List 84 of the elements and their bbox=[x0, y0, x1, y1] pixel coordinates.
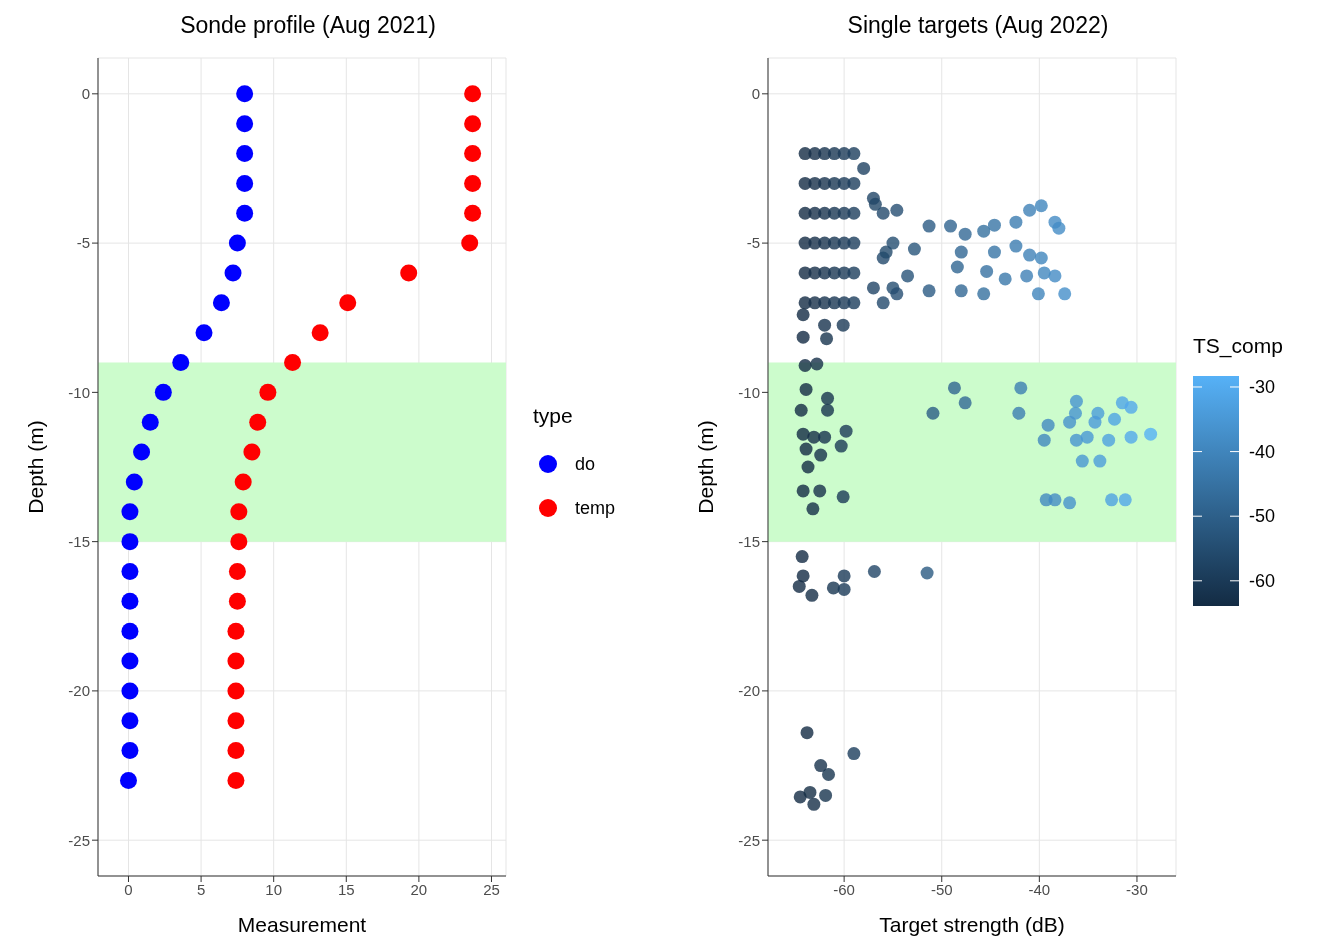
x-tick-label: 0 bbox=[124, 880, 133, 898]
point bbox=[230, 533, 248, 551]
x-tick-label: -60 bbox=[833, 880, 855, 898]
point bbox=[228, 592, 246, 610]
point bbox=[230, 503, 248, 521]
y-tick-label: 0 bbox=[81, 85, 90, 103]
x-tick-label: 10 bbox=[265, 880, 283, 898]
point bbox=[119, 771, 137, 789]
point bbox=[236, 145, 254, 163]
point bbox=[236, 174, 254, 192]
point bbox=[339, 294, 357, 312]
color-bar-label: -60 bbox=[1249, 570, 1276, 591]
point bbox=[311, 324, 329, 342]
point bbox=[227, 742, 245, 760]
point bbox=[121, 562, 139, 580]
point bbox=[234, 473, 252, 491]
legend-label: do bbox=[575, 453, 596, 475]
y-tick-label: -25 bbox=[738, 831, 760, 849]
x-tick-label: 5 bbox=[196, 880, 206, 898]
point bbox=[121, 742, 139, 760]
point bbox=[236, 204, 254, 222]
point bbox=[121, 533, 139, 551]
point bbox=[464, 145, 482, 163]
y-tick-label: -5 bbox=[746, 234, 760, 252]
point bbox=[236, 85, 254, 103]
point bbox=[133, 443, 151, 461]
point bbox=[121, 682, 139, 700]
point bbox=[464, 174, 482, 192]
x-tick-label: -50 bbox=[930, 880, 953, 898]
x-axis-title: Measurement bbox=[237, 913, 367, 936]
point bbox=[227, 622, 245, 640]
point bbox=[464, 85, 482, 103]
point bbox=[243, 443, 261, 461]
point bbox=[284, 354, 302, 372]
color-bar-label: -50 bbox=[1249, 506, 1276, 527]
y-axis-title: Depth (m) bbox=[694, 420, 718, 514]
point bbox=[121, 622, 139, 640]
legend-title: type bbox=[533, 404, 574, 428]
x-tick-label: 20 bbox=[410, 880, 428, 898]
y-tick-label: -20 bbox=[738, 682, 760, 700]
y-tick-label: -10 bbox=[738, 383, 760, 401]
point bbox=[195, 324, 213, 342]
point bbox=[227, 771, 245, 789]
chart-title: Single targets (Aug 2022) bbox=[847, 12, 1109, 38]
point bbox=[228, 234, 246, 252]
point bbox=[154, 383, 172, 401]
color-bar-label: -40 bbox=[1249, 441, 1276, 462]
point bbox=[121, 712, 139, 730]
point bbox=[400, 264, 418, 282]
color-bar-title: TS_comp bbox=[1193, 334, 1284, 360]
y-tick-label: -25 bbox=[68, 831, 90, 849]
color-bar-label: -30 bbox=[1249, 376, 1276, 397]
x-axis-title: Target strength (dB) bbox=[879, 913, 1065, 936]
point bbox=[461, 234, 479, 252]
y-tick-label: -5 bbox=[76, 234, 90, 252]
legend-label: temp bbox=[575, 497, 616, 519]
point bbox=[141, 413, 159, 431]
chart-title: Sonde profile (Aug 2021) bbox=[180, 12, 436, 38]
point bbox=[249, 413, 267, 431]
point bbox=[227, 682, 245, 700]
point bbox=[228, 562, 246, 580]
y-tick-label: -10 bbox=[68, 383, 90, 401]
point bbox=[227, 712, 245, 730]
point bbox=[259, 383, 277, 401]
x-tick-label: 25 bbox=[483, 880, 500, 898]
point bbox=[121, 503, 139, 521]
point bbox=[236, 115, 254, 133]
y-tick-label: -20 bbox=[68, 682, 90, 700]
y-axis-title: Depth (m) bbox=[24, 420, 48, 514]
point bbox=[227, 652, 245, 670]
y-tick-label: -15 bbox=[738, 532, 760, 550]
y-tick-label: 0 bbox=[751, 85, 760, 103]
point bbox=[172, 354, 190, 372]
point bbox=[212, 294, 230, 312]
x-tick-label: -30 bbox=[1126, 880, 1148, 898]
point bbox=[121, 652, 139, 670]
x-tick-label: 15 bbox=[337, 880, 355, 898]
point bbox=[224, 264, 242, 282]
point bbox=[464, 115, 482, 133]
point bbox=[121, 592, 139, 610]
point bbox=[464, 204, 482, 222]
y-tick-label: -15 bbox=[68, 532, 90, 550]
point bbox=[125, 473, 143, 491]
x-tick-label: -40 bbox=[1028, 880, 1051, 898]
